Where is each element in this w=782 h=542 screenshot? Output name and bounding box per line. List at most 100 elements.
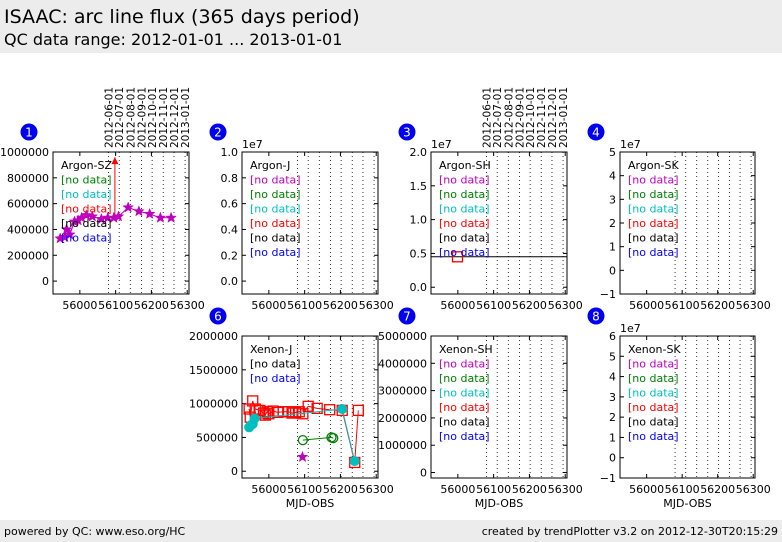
y-tick-label: 2	[609, 411, 616, 424]
y-tick-label: 1.5	[410, 180, 428, 193]
chart-panel-8: −1 0 1 2 3 4 5 6 56000 56100 56200 56300 1e7 MJD-OBS X…	[587, 307, 771, 510]
y-tick-label: 1000000	[378, 439, 427, 452]
data-point	[302, 400, 314, 412]
legend-entry: [no data]	[439, 174, 490, 187]
x-tick-label: 56000	[629, 299, 664, 312]
y-tick-label: −1	[600, 472, 616, 485]
y-tick-label: 1000000	[0, 146, 49, 159]
y-tick-label: 2000000	[378, 412, 427, 425]
data-point	[337, 404, 348, 415]
plot-frame	[430, 335, 568, 479]
y-tick-label: 1500000	[189, 364, 238, 377]
date-label: 2012-08-01	[125, 87, 137, 148]
y-tick-label: 6	[609, 330, 616, 343]
legend-entry: [no data]	[628, 401, 679, 414]
y-tick-label: 500000	[196, 431, 238, 444]
plot-frame	[241, 151, 379, 295]
axis-exponent: 1e7	[431, 138, 452, 151]
axis-exponent: 1e7	[242, 138, 263, 151]
x-tick-label: 56100	[665, 299, 700, 312]
date-label: 2012-12-01	[547, 87, 559, 148]
chart-panel-2: 0.0 0.2 0.4 0.6 0.8 1.0 56000 56100 56200 56300 1e…	[209, 123, 394, 312]
date-label: 2012-11-01	[536, 87, 548, 148]
y-tick-label: 0	[231, 465, 238, 478]
data-point	[86, 210, 99, 222]
x-axis-label: MJD-OBS	[475, 497, 523, 510]
legend-entry: [no data]	[439, 416, 490, 429]
legend-entry: [no data]	[250, 372, 301, 385]
date-label: 2012-07-01	[492, 87, 504, 148]
y-tick-label: 0.5	[410, 247, 428, 260]
x-tick-label: 56100	[287, 299, 322, 312]
x-tick-label: 56200	[512, 483, 547, 496]
panel-number-badge	[398, 123, 416, 141]
plot-frame	[430, 151, 568, 295]
legend-entry: [no data]	[250, 188, 301, 201]
date-label: 2013-01-01	[180, 87, 192, 148]
page-title: ISAAC: arc line flux (365 days period)	[4, 6, 360, 28]
data-point	[286, 407, 298, 419]
y-tick-label: 4	[609, 170, 616, 183]
chart-panel-7: 0 1000000 2000000 3000000 4000000 5000000 5600…	[378, 307, 583, 510]
legend-entry: [no data]	[250, 232, 301, 245]
y-tick-label: 400000	[7, 223, 49, 236]
y-tick-label: 0.0	[410, 281, 428, 294]
y-tick-label: 5000000	[378, 330, 427, 343]
x-tick-label: 56200	[512, 299, 547, 312]
x-tick-label: 56200	[323, 299, 358, 312]
data-point	[297, 434, 308, 446]
data-point	[122, 201, 135, 213]
x-tick-label: 56300	[736, 299, 771, 312]
legend-entry: [no data]	[61, 217, 112, 230]
panel-number: 3	[403, 126, 411, 140]
legend-entry: [no data]	[628, 430, 679, 443]
y-tick-label: 2.0	[410, 146, 428, 159]
legend-entry: [no data]	[439, 217, 490, 230]
x-tick-label: 56000	[440, 483, 475, 496]
data-point	[328, 432, 339, 444]
panel-number: 2	[214, 126, 222, 140]
y-tick-label: 200000	[7, 249, 49, 262]
data-point	[143, 207, 156, 219]
y-tick-label: 1	[609, 431, 616, 444]
panel-number-badge	[587, 307, 605, 325]
x-tick-label: 56200	[700, 483, 735, 496]
y-tick-label: 3	[609, 391, 616, 404]
data-point	[349, 456, 360, 467]
legend-entry: [no data]	[628, 246, 679, 259]
data-point	[63, 228, 76, 240]
y-tick-label: 0.2	[221, 249, 239, 262]
legend-entry: [no data]	[628, 217, 679, 230]
data-point	[60, 223, 73, 235]
legend-entry: [no data]	[628, 416, 679, 429]
y-tick-label: 4000000	[378, 357, 427, 370]
x-tick-label: 56000	[251, 483, 286, 496]
y-tick-label: 0	[609, 264, 616, 277]
data-point	[154, 211, 167, 223]
page-header: ISAAC: arc line flux (365 days period) Q…	[0, 0, 782, 53]
panel-number-badge	[398, 307, 416, 325]
legend-entry: [no data]	[61, 174, 112, 187]
plot-frame	[619, 335, 756, 479]
x-tick-label: 56300	[359, 299, 394, 312]
legend-entry: [no data]	[628, 372, 679, 385]
panel-number: 4	[592, 126, 600, 140]
y-tick-label: 0.6	[221, 198, 239, 211]
legend-entry: [no data]	[439, 387, 490, 400]
x-tick-label: 56200	[323, 483, 358, 496]
legend-entry: [no data]	[439, 401, 490, 414]
date-label: 2012-12-01	[169, 87, 181, 148]
data-point	[80, 209, 93, 221]
legend-entry: [no data]	[628, 203, 679, 216]
y-tick-label: 0	[609, 452, 616, 465]
x-tick-label: 56300	[359, 483, 394, 496]
y-tick-label: 3000000	[378, 385, 427, 398]
date-label: 2012-09-01	[514, 87, 526, 148]
data-point	[451, 251, 464, 263]
x-tick-label: 56000	[251, 299, 286, 312]
legend-entry: [no data]	[628, 174, 679, 187]
x-tick-label: 56100	[476, 299, 511, 312]
